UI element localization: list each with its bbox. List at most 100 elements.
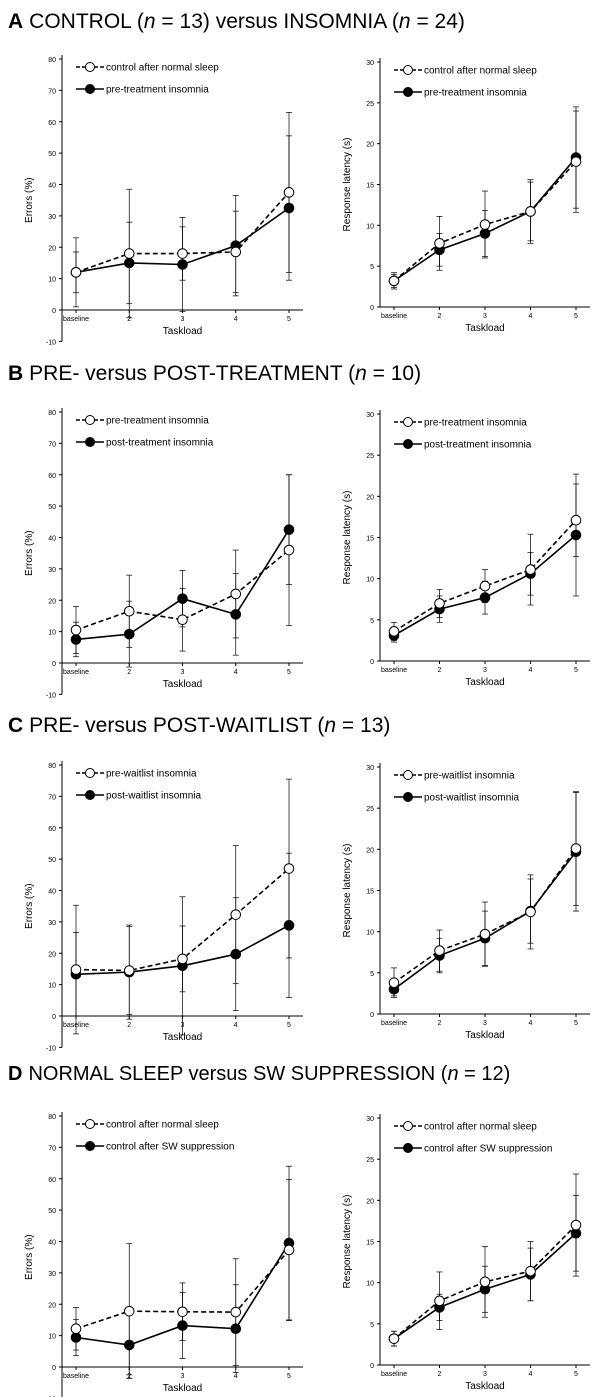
y-tick-label: 70 <box>48 1145 56 1152</box>
data-point <box>177 248 188 259</box>
y-axis-label: Response latency (s) <box>342 138 353 232</box>
data-point <box>177 953 188 965</box>
y-tick-label: 40 <box>48 1240 56 1247</box>
y-axis-label: Errors (%) <box>24 1234 35 1280</box>
legend-label: pre-treatment insomnia <box>106 416 209 427</box>
y-tick-label: 30 <box>48 567 56 574</box>
title-text: = 13) <box>336 714 391 737</box>
legend-label: post-treatment insomnia <box>106 438 214 449</box>
data-point <box>434 945 445 956</box>
y-tick-label: 80 <box>48 1114 56 1121</box>
x-tick-label: 3 <box>483 313 487 320</box>
y-tick-label: 50 <box>48 151 56 158</box>
y-tick-label: 20 <box>48 1302 56 1309</box>
x-axis-label: Taskload <box>465 323 504 334</box>
y-tick-label: 80 <box>48 763 56 770</box>
y-tick-label: 10 <box>48 1334 56 1341</box>
data-point <box>434 1295 445 1307</box>
panel-b-title: B PRE- versus POST-TREATMENT (n = 10) <box>8 362 421 386</box>
x-tick-label: 4 <box>529 1371 533 1378</box>
y-tick-label: 40 <box>48 889 56 896</box>
data-point <box>283 1244 295 1256</box>
data-point <box>283 863 295 874</box>
y-tick-label: 10 <box>48 983 56 990</box>
data-point <box>570 514 582 526</box>
y-tick-label: 60 <box>48 473 56 480</box>
x-axis-label: Taskload <box>163 326 202 337</box>
x-tick-label: 3 <box>483 1020 487 1027</box>
x-tick-label: 2 <box>438 667 442 674</box>
y-tick-label: 70 <box>48 794 56 801</box>
panel-letter: B <box>8 362 24 385</box>
x-tick-label: baseline <box>381 667 407 674</box>
n-symbol: n <box>143 10 156 33</box>
y-tick-label: 30 <box>48 920 56 927</box>
legend-label: post-waitlist insomnia <box>106 791 201 802</box>
x-tick-label: 5 <box>287 1022 291 1029</box>
x-tick-label: 3 <box>483 1371 487 1378</box>
data-point <box>525 1265 536 1277</box>
y-tick-label: 25 <box>366 1157 374 1164</box>
y-tick-label: 25 <box>366 806 374 813</box>
y-tick-label: 30 <box>48 214 56 221</box>
data-point <box>434 238 445 249</box>
x-axis-label: Taskload <box>465 1381 504 1392</box>
legend-label: pre-treatment insomnia <box>424 88 527 99</box>
y-tick-label: 5 <box>370 264 374 271</box>
y-tick-label: 5 <box>370 1322 374 1329</box>
y-tick-label: 30 <box>366 412 374 419</box>
y-tick-label: -10 <box>46 1045 56 1052</box>
data-point <box>230 246 242 258</box>
y-tick-label: 20 <box>48 598 56 605</box>
y-tick-label: 60 <box>48 826 56 833</box>
x-tick-label: 3 <box>181 669 185 676</box>
x-axis-label: Taskload <box>163 679 202 690</box>
y-tick-label: 5 <box>370 618 374 625</box>
y-tick-label: 20 <box>48 245 56 252</box>
y-tick-label: 15 <box>366 889 374 896</box>
legend-marker <box>85 1141 95 1151</box>
data-point <box>479 219 491 230</box>
panel-a-title: A CONTROL (n = 13) versus INSOMNIA (n = 2… <box>8 10 465 34</box>
panel-letter: C <box>8 714 24 737</box>
legend-label: pre-waitlist insomnia <box>106 769 197 780</box>
legend-marker <box>403 417 413 427</box>
series-line <box>393 519 577 633</box>
data-point <box>230 909 242 920</box>
legend-marker <box>85 415 95 425</box>
y-tick-label: 10 <box>48 630 56 637</box>
title-text: CONTROL ( <box>29 10 144 33</box>
y-tick-label: 25 <box>366 453 374 460</box>
data-point <box>434 598 445 609</box>
data-point <box>177 1306 188 1318</box>
y-tick-label: 0 <box>370 659 374 666</box>
title-text: = 12) <box>458 1063 511 1085</box>
y-tick-label: 30 <box>366 1116 374 1123</box>
x-tick-label: 4 <box>529 313 533 320</box>
y-tick-label: 0 <box>52 1365 56 1372</box>
x-tick-label: baseline <box>381 313 407 320</box>
title-text: = 13) versus INSOMNIA ( <box>155 10 399 33</box>
y-tick-label: 40 <box>48 183 56 190</box>
y-tick-label: 10 <box>366 577 374 584</box>
data-point <box>123 1305 135 1317</box>
legend-label: control after SW suppression <box>424 1144 552 1155</box>
x-tick-label: 2 <box>127 316 131 323</box>
legend-marker <box>85 790 95 800</box>
y-tick-label: 60 <box>48 1177 56 1184</box>
title-text: = 10) <box>366 362 422 385</box>
panel-d-title: D NORMAL SLEEP versus SW SUPPRESSION (n =… <box>8 1063 510 1086</box>
panel-c-title: C PRE- versus POST-WAITLIST (n = 13) <box>8 714 390 738</box>
y-tick-label: 30 <box>366 60 374 67</box>
x-tick-label: 2 <box>127 669 131 676</box>
legend-marker <box>403 792 413 802</box>
data-point <box>525 206 536 217</box>
y-tick-label: 10 <box>366 1281 374 1288</box>
n-symbol: n <box>398 10 411 33</box>
y-axis-label: Errors (%) <box>24 177 35 223</box>
x-tick-label: 4 <box>234 1022 238 1029</box>
